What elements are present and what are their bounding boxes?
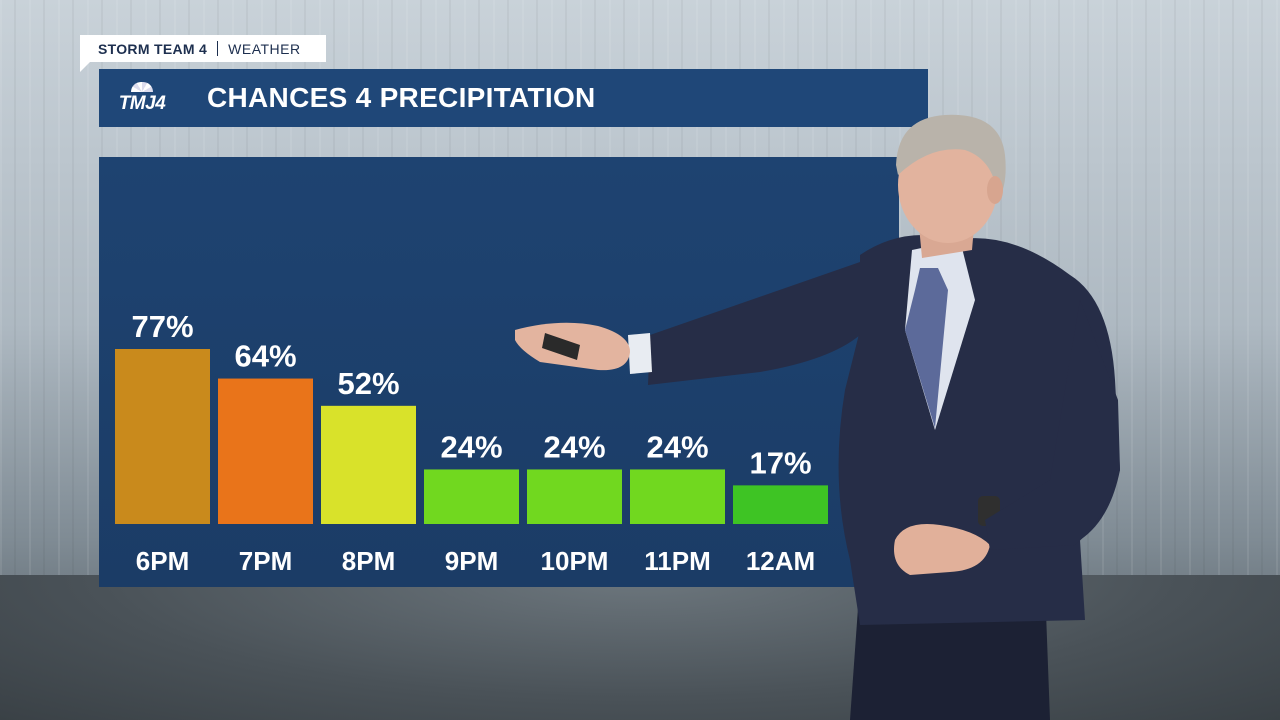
value-label-12am: 17% xyxy=(749,445,811,480)
bar-11pm xyxy=(630,469,725,524)
page-title: CHANCES 4 PRECIPITATION xyxy=(207,82,596,113)
tag-divider xyxy=(217,41,219,56)
logo-text: TMJ4 xyxy=(118,92,166,114)
bar-10pm xyxy=(527,469,622,524)
category-label-12am: 12AM xyxy=(746,546,815,576)
value-label-11pm: 24% xyxy=(646,429,708,464)
station-logo: TMJ4 xyxy=(99,69,185,127)
peacock-icon xyxy=(131,81,153,92)
category-label-11pm: 11PM xyxy=(644,546,711,576)
bar-9pm xyxy=(424,469,519,524)
tag-tail xyxy=(80,62,90,72)
title-bar: TMJ4 CHANCES 4 PRECIPITATION xyxy=(99,69,928,127)
category-label-8pm: 8PM xyxy=(342,546,395,576)
category-label-9pm: 9PM xyxy=(445,546,498,576)
section-label: WEATHER xyxy=(228,40,301,57)
value-label-8pm: 52% xyxy=(337,366,399,401)
value-label-10pm: 24% xyxy=(543,429,605,464)
station-tag: STORM TEAM 4 WEATHER xyxy=(80,35,326,62)
value-label-7pm: 64% xyxy=(234,339,296,374)
value-label-9pm: 24% xyxy=(440,429,502,464)
category-label-10pm: 10PM xyxy=(541,546,609,576)
value-label-6pm: 77% xyxy=(131,309,193,344)
bar-7pm xyxy=(218,378,313,524)
bar-6pm xyxy=(115,349,210,524)
bar-12am xyxy=(733,485,828,524)
team-label: STORM TEAM 4 xyxy=(98,40,208,57)
bar-8pm xyxy=(321,405,416,524)
category-label-6pm: 6PM xyxy=(136,546,189,576)
category-label-7pm: 7PM xyxy=(239,546,292,576)
